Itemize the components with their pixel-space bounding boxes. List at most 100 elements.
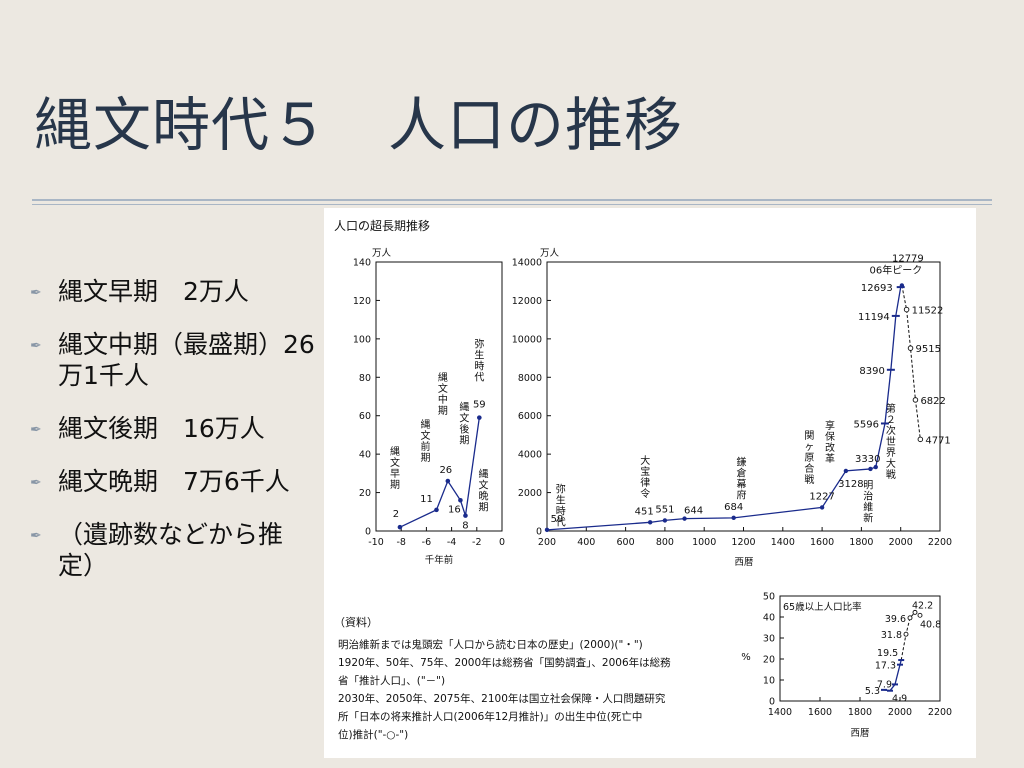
x-tick-label: 2200 — [928, 537, 952, 548]
source-line: 1920年、50年、75年、2000年は総務省「国勢調査」、2006年は総務 — [338, 656, 671, 669]
bullet-item: ✒ 縄文中期（最盛期）26万1千人 — [30, 329, 320, 391]
y-tick-label: 20 — [359, 488, 371, 499]
y-tick-label: 0 — [365, 527, 371, 538]
x-tick-label: 600 — [617, 537, 635, 548]
annotation-label: 鎌倉幕府 — [737, 456, 747, 502]
source-line: 所「日本の将来推計人口(2006年12月推計)」の出生中位(死亡中 — [338, 710, 642, 723]
projection-point — [907, 345, 914, 351]
data-label: 3330 — [855, 454, 880, 465]
annotation-label: 享保改革 — [825, 419, 835, 465]
y-tick-label: 100 — [353, 334, 371, 345]
data-point — [544, 527, 550, 533]
annotation-label: 06年ピーク — [870, 263, 923, 276]
data-label: 2 — [393, 509, 399, 520]
y-tick-label: 2000 — [518, 488, 542, 499]
data-label: 19.5 — [877, 648, 898, 659]
y-tick-label: 4000 — [518, 450, 542, 461]
data-point — [477, 415, 482, 420]
projection-label: 42.2 — [912, 600, 933, 611]
data-point — [731, 515, 736, 521]
projection-point — [917, 436, 924, 443]
data-point — [873, 464, 878, 470]
data-point — [458, 497, 463, 503]
era-label: 縄文早期 — [390, 445, 400, 491]
y-tick-label: 6000 — [518, 411, 542, 422]
annotation-label: 第２次世界大戦 — [886, 402, 896, 481]
bullet-text: 縄文中期（最盛期）26万1千人 — [58, 330, 315, 390]
source-line: 明治維新までは鬼頭宏「人口から読む日本の歴史」(2000)("・") — [338, 638, 643, 651]
projection-point — [912, 397, 919, 403]
x-tick-label: -10 — [368, 537, 384, 548]
bullet-item: ✒ 縄文晩期 7万6千人 — [30, 466, 320, 497]
data-label: 4.9 — [892, 694, 907, 705]
data-point — [819, 505, 825, 510]
data-point — [647, 520, 653, 525]
projection-point — [912, 609, 918, 615]
data-label: 8390 — [859, 366, 884, 377]
x-tick-label: 1600 — [808, 707, 832, 718]
y-tick-label: 40 — [359, 450, 371, 461]
quill-icon: ✒ — [30, 528, 42, 544]
x-tick-label: 1800 — [849, 537, 873, 548]
data-point — [843, 468, 849, 474]
source-line: 2030年、2050年、2075年、2100年は国立社会保障・人口問題研究 — [338, 692, 666, 705]
era-label: 縄文中期 — [438, 371, 448, 417]
y-tick-label: 20 — [763, 655, 775, 666]
era-label: 縄文後期 — [459, 400, 469, 446]
data-label: 1227 — [809, 491, 834, 502]
data-label: 16 — [448, 504, 461, 515]
data-label: 59 — [551, 514, 564, 525]
x-tick-label: 2000 — [889, 537, 913, 548]
data-point — [899, 283, 905, 288]
y-tick-label: 120 — [353, 296, 371, 307]
chart-title: 65歳以上人口比率 — [783, 601, 862, 613]
annotation-label: 関ヶ原合戦 — [804, 430, 814, 486]
y-tick-label: 10000 — [512, 334, 542, 345]
data-point — [682, 516, 687, 521]
bullet-item: ✒ 縄文後期 16万人 — [30, 413, 320, 444]
projection-point — [903, 631, 909, 637]
y-tick-label: 10 — [763, 676, 775, 687]
quill-icon: ✒ — [30, 475, 42, 491]
x-axis-label: 西暦 — [734, 557, 754, 568]
data-label: 17.3 — [875, 661, 896, 672]
bullet-item: ✒ 縄文早期 2万人 — [30, 276, 320, 307]
bullet-list: ✒ 縄文早期 2万人 ✒ 縄文中期（最盛期）26万1千人 ✒ 縄文後期 16万人… — [30, 276, 320, 603]
projection-label: 4771 — [925, 435, 950, 446]
data-label: 12779 — [892, 253, 924, 264]
bullet-text: 縄文晩期 7万6千人 — [58, 467, 290, 496]
long-term-chart: 0 2000 4000 6000 8000 10000 12000 14000 200 400 60… — [512, 248, 952, 568]
x-tick-label: 1400 — [771, 537, 795, 548]
x-tick-label: 2200 — [928, 707, 952, 718]
y-tick-label: 12000 — [512, 296, 542, 307]
data-label: 11194 — [858, 312, 890, 323]
quill-icon: ✒ — [30, 285, 42, 301]
projection-label: 11522 — [912, 306, 944, 317]
annotation-label: 明治維新 — [863, 480, 873, 525]
x-axis-label: 西暦 — [850, 728, 870, 739]
y-tick-label: 40 — [763, 613, 775, 624]
y-tick-label: 14000 — [512, 258, 542, 269]
bullet-text: （遺跡数などから推定） — [58, 520, 284, 580]
elderly-ratio-chart: 0 10 20 30 40 50 1400 1600 1800 2000 2200 65歳以上人口比率… — [741, 592, 952, 740]
x-tick-label: 1200 — [731, 537, 755, 548]
projection-label: 9515 — [916, 344, 941, 355]
x-tick-label: 1400 — [768, 707, 792, 718]
x-tick-label: -2 — [472, 537, 481, 548]
data-label: 8 — [462, 521, 468, 532]
data-point — [445, 478, 451, 484]
unit-label: 万人 — [372, 248, 392, 259]
data-label: 7.9 — [877, 679, 892, 690]
data-point — [463, 513, 468, 518]
series-line — [546, 285, 903, 531]
data-label: 26 — [439, 465, 452, 476]
data-label: 644 — [684, 506, 703, 517]
bullet-text: 縄文早期 2万人 — [58, 277, 249, 306]
x-tick-label: 0 — [499, 537, 505, 548]
title-divider — [32, 199, 992, 201]
bullet-item: ✒ （遺跡数などから推定） — [30, 519, 320, 581]
y-tick-label: 0 — [769, 697, 775, 708]
data-label: 5596 — [854, 419, 879, 430]
